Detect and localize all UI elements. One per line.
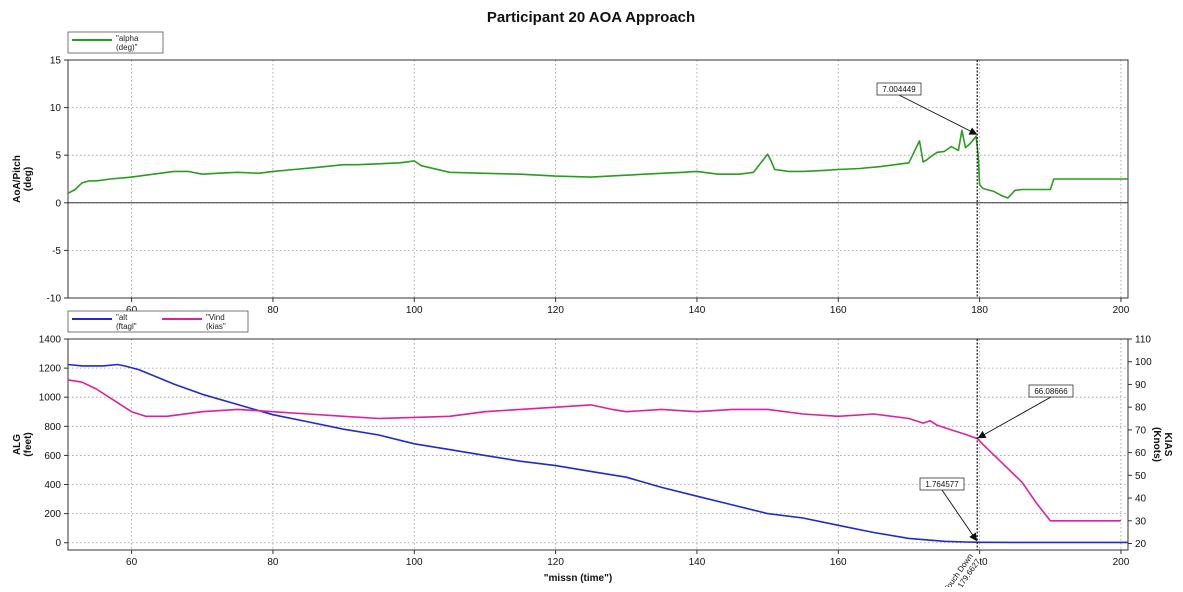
- panel2-y2-tick-label: 80: [1135, 403, 1147, 414]
- panel2-y-tick-label: 1200: [39, 364, 62, 375]
- panel2-legend-label-0: (ftagl": [116, 322, 137, 331]
- panel1-x-tick-label: 200: [1113, 305, 1130, 316]
- panel1-y-tick-label: 10: [50, 103, 62, 114]
- panel2-legend-label-0: "alt: [116, 313, 128, 322]
- panel1-x-tick-label: 120: [547, 305, 564, 316]
- panel2-y-axis-label-line: ALG: [12, 434, 23, 455]
- panel2-x-axis-label: "missn (time"): [544, 573, 612, 584]
- panel1-x-tick-label: 180: [971, 305, 988, 316]
- panel1-x-tick-label: 80: [267, 305, 279, 316]
- panel1-x-tick-label: 160: [830, 305, 847, 316]
- vind-annotation-label: 66.08666: [1034, 387, 1068, 396]
- panel1-y-tick-label: -5: [52, 246, 61, 257]
- panel1-legend-label-0: "alpha: [116, 34, 139, 43]
- panel2-y2-tick-label: 70: [1135, 425, 1147, 436]
- panel2-y-tick-label: 0: [55, 538, 61, 549]
- alt-annotation-label: 1.764577: [925, 480, 959, 489]
- vind-annotation-box: [1028, 384, 1074, 398]
- panel1-plot-frame: [67, 59, 1129, 299]
- panel1-x-tick-label: 60: [126, 305, 138, 316]
- panel1-series-line-0: [67, 129, 1128, 199]
- alpha-annotation-box: [876, 82, 922, 96]
- panel1-y-axis-label-line: AoA/Pitch: [12, 155, 23, 203]
- panel2-y-tick-label: 800: [44, 422, 61, 433]
- panel2-y2-tick-label: 50: [1135, 471, 1147, 482]
- panel2-x-tick-label: 120: [547, 557, 564, 568]
- chart-title: Participant 20 AOA Approach: [487, 9, 695, 26]
- alpha-annotation-arrow: [898, 94, 978, 135]
- alt-annotation-arrow: [941, 489, 978, 542]
- panel2-y2-tick-label: 40: [1135, 494, 1147, 505]
- panel1-legend-label-0: (deg)": [116, 43, 138, 52]
- panel2-x-tick-label: 100: [406, 557, 423, 568]
- panel2-y-tick-label: 400: [44, 480, 61, 491]
- vind-annotation-arrow: [977, 396, 1052, 439]
- panel1-y-axis-label: AoA/Pitch (deg): [12, 155, 34, 203]
- panel1-y-tick-label: 0: [55, 198, 61, 209]
- panel2-legend-label-1: "Vind: [206, 313, 225, 322]
- panel1-x-tick-label: 100: [406, 305, 423, 316]
- panel1-y-tick-label: 5: [55, 151, 61, 162]
- panel2-y-tick-label: 1400: [39, 335, 62, 346]
- alpha-annotation-label: 7.004449: [882, 85, 916, 94]
- panel2-series-line-1: [67, 379, 1121, 522]
- panel2-x-tick-label: 160: [830, 557, 847, 568]
- alt-annotation-box: [919, 477, 965, 491]
- panel1-legend-box: [67, 31, 164, 54]
- panel2-x-tick-label: 80: [267, 557, 279, 568]
- panel2-x-tick-label: 200: [1113, 557, 1130, 568]
- panel2-x-tick-label: 140: [689, 557, 706, 568]
- panel2-y2-tick-label: 20: [1135, 539, 1147, 550]
- panel2-y2-tick-label: 30: [1135, 516, 1147, 527]
- panel1-y-tick-label: 15: [50, 56, 62, 67]
- panel1-y-axis-label-line: (deg): [23, 167, 34, 191]
- panel2-y-axis-label: ALG (feet): [12, 432, 34, 456]
- panel1-x-tick-label: 140: [689, 305, 706, 316]
- panel2-series-line-0: [67, 363, 1128, 544]
- panel2-y2-axis-label: KIAS(Knots): [1151, 427, 1173, 462]
- panel2-x-tick-label: 60: [126, 557, 138, 568]
- panel2-y2-axis-label-line: (Knots): [1151, 427, 1162, 462]
- panel2-y-axis-label-line: (feet): [23, 432, 34, 456]
- panel2-y2-tick-label: 60: [1135, 448, 1147, 459]
- panel2-y2-tick-label: 90: [1135, 380, 1147, 391]
- panel2-y-tick-label: 1000: [39, 393, 62, 404]
- panel1-y-tick-label: -10: [47, 294, 62, 305]
- panel2-legend-box: [67, 310, 249, 333]
- panel2-y-tick-label: 200: [44, 509, 61, 520]
- panel2-y2-axis-label-line: KIAS: [1162, 433, 1173, 457]
- panel2-legend-label-1: (kias": [206, 322, 226, 331]
- panel2-y-tick-label: 600: [44, 451, 61, 462]
- panel2-y2-tick-label: 100: [1135, 357, 1152, 368]
- panel2-y2-tick-label: 110: [1135, 335, 1151, 346]
- t0-label: t0: [979, 557, 988, 568]
- panel2-plot-frame: [67, 338, 1129, 551]
